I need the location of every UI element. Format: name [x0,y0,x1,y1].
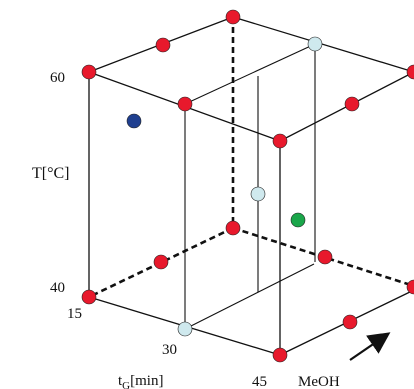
edge-midpoint [153,254,169,270]
hidden-edges [88,17,414,299]
edge-midpoint [342,314,358,330]
edge-midpoint [155,37,171,53]
extra-point-blue [126,113,142,129]
tick-temp-60: 60 [50,70,65,86]
corner-point [225,220,241,236]
design-points [81,9,414,363]
corner-point [225,9,241,25]
edge-midpoint [344,96,360,112]
extra-point-green [290,212,306,228]
axis-label-gradient-time: tG[min] [118,373,163,389]
corner-point [272,133,288,149]
center-point [250,186,266,202]
tick-time-30: 30 [162,342,177,358]
edge-top-back [232,16,414,73]
axis-label-methanol: MeOH [298,374,340,389]
tick-temp-40: 40 [50,280,65,296]
corner-point [81,64,97,80]
tick-time-45: 45 [252,374,267,389]
edge-midpoint [317,249,333,265]
tick-time-15: 15 [67,306,82,322]
corner-point [406,279,414,295]
axis-labels: 60 40 T[°C] 15 30 45 tG[min] MeOH [32,70,340,389]
corner-point [81,289,97,305]
center-point [307,36,323,52]
center-point [177,321,193,337]
corner-point [272,347,288,363]
axis-label-gradient-time-main: t [118,373,123,389]
edge-midpoint [177,96,193,112]
hidden-edge-left [88,226,234,299]
axis-label-gradient-time-unit: [min] [130,373,163,389]
mid-plane [184,43,316,330]
axis-label-temperature: T[°C] [32,165,70,182]
corner-point [406,64,414,80]
direction-arrow-icon [349,332,391,361]
axis-label-gradient-time-sub: G [122,380,130,389]
cube-edges [88,16,414,356]
mid-plane-bottom [184,263,315,330]
mid-plane-top [184,43,316,105]
